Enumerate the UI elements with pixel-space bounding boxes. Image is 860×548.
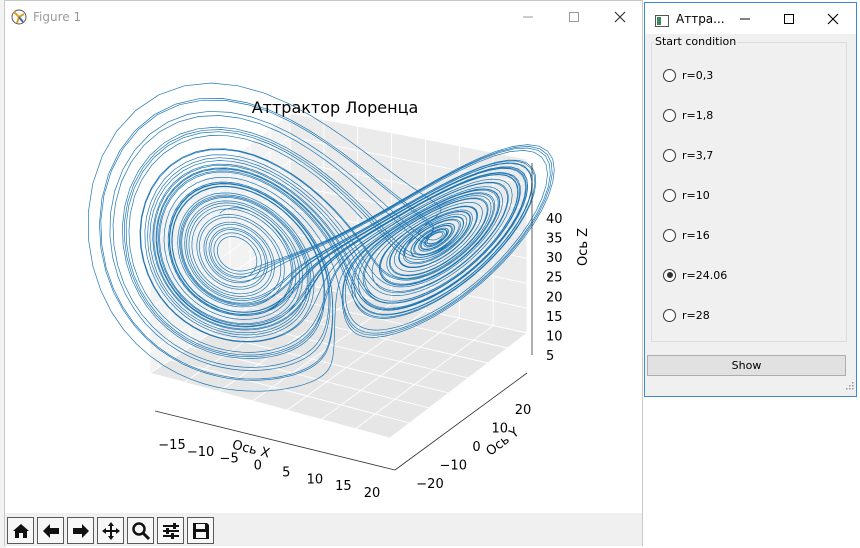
radio-button[interactable] (663, 68, 676, 82)
radio-option-1[interactable]: r=1,8 (663, 107, 713, 123)
close-icon[interactable] (597, 1, 643, 33)
x-tick-label: 20 (364, 486, 381, 501)
z-tick-label: 5 (546, 349, 554, 364)
back-icon[interactable] (37, 517, 64, 544)
configure-icon[interactable] (157, 517, 184, 544)
x-tick-labels: −15 −10 −5 0 5 10 15 20 (158, 438, 380, 501)
resize-grip-icon[interactable] (846, 375, 854, 394)
save-icon[interactable] (187, 517, 214, 544)
y-axis-line (394, 372, 528, 471)
navigation-toolbar (5, 513, 642, 546)
y-tick-label: −20 (416, 477, 443, 492)
radio-button-selected[interactable] (663, 268, 676, 282)
radio-option-2[interactable]: r=3,7 (663, 147, 713, 163)
x-axis-line (154, 410, 396, 471)
control-window-title: Аттра... (676, 12, 725, 26)
radio-label: r=1,8 (682, 108, 714, 122)
minimize-icon[interactable] (505, 1, 551, 33)
radio-label: r=3,7 (682, 148, 714, 162)
y-tick-labels: 20 10 0 −10 −20 (416, 403, 531, 492)
figure-window-title: Figure 1 (33, 10, 82, 24)
radio-label: r=28 (682, 308, 710, 322)
lorenz-3d-plot[interactable]: Аттрактор Лоренца −15 −10 −5 0 5 10 15 20 20100… (5, 33, 642, 513)
x-tick-label: 15 (335, 479, 352, 494)
x-tick-label: 0 (254, 459, 262, 474)
radio-button[interactable] (663, 188, 676, 202)
radio-option-0[interactable]: r=0,3 (663, 67, 713, 83)
x-tick-label: −15 (158, 438, 185, 453)
radio-label: r=10 (682, 188, 710, 202)
radio-label: r=0,3 (682, 68, 714, 82)
lorenz-curve (87, 82, 555, 392)
radio-button[interactable] (663, 228, 676, 242)
radio-option-5[interactable]: r=24.06 (663, 267, 727, 283)
y-tick-label: −10 (440, 459, 467, 474)
y-tick-label: 20 (515, 403, 532, 418)
radio-button[interactable] (663, 108, 676, 122)
group-label: Start condition (654, 35, 738, 48)
y-tick-label: 0 (472, 440, 480, 455)
x-tick-label: −5 (220, 452, 239, 467)
lorenz-trajectory (87, 82, 555, 392)
y-tick-label: 10 (491, 422, 508, 437)
figure-window: Figure 1 Аттрактор Лоренца −15 −10 −5 0 5 10 1… (4, 0, 643, 546)
maximize-icon[interactable] (767, 3, 811, 34)
z-tick-label: 30 (546, 251, 563, 266)
desktop-background (0, 0, 6, 548)
show-button[interactable]: Show (647, 355, 846, 376)
window-app-icon (655, 12, 669, 31)
z-tick-label: 40 (546, 212, 563, 227)
maximize-icon[interactable] (551, 1, 597, 33)
radio-label: r=16 (682, 228, 710, 242)
radio-label: r=24.06 (682, 268, 728, 282)
zoom-icon[interactable] (127, 517, 154, 544)
minimize-icon[interactable] (723, 3, 767, 34)
radio-button[interactable] (663, 308, 676, 322)
plot-canvas[interactable]: Аттрактор Лоренца −15 −10 −5 0 5 10 15 20 20 10 0… (5, 33, 642, 513)
radio-option-3[interactable]: r=10 (663, 187, 710, 203)
close-icon[interactable] (811, 3, 855, 34)
pan-icon[interactable] (97, 517, 124, 544)
z-tick-labels: 40 35 30 25 20 15 10 5 (546, 212, 563, 364)
forward-icon[interactable] (67, 517, 94, 544)
radio-button[interactable] (663, 148, 676, 162)
control-window: Аттра... r=0,3 r=1,8 r=3,7 r=10 (644, 2, 857, 397)
radio-option-6[interactable]: r=28 (663, 307, 710, 323)
control-titlebar[interactable]: Аттра... (645, 3, 856, 34)
z-tick-label: 10 (546, 329, 563, 344)
matplotlib-app-icon (11, 9, 27, 29)
radio-option-4[interactable]: r=16 (663, 227, 710, 243)
z-tick-label: 20 (546, 290, 563, 305)
home-icon[interactable] (7, 517, 34, 544)
start-condition-group: r=0,3 r=1,8 r=3,7 r=10 r=16 r=24.06 r=28 (651, 42, 847, 342)
z-tick-label: 25 (546, 271, 563, 286)
plot-title: Аттрактор Лоренца (252, 98, 419, 117)
z-tick-label: 15 (546, 310, 563, 325)
x-tick-label: 10 (307, 472, 324, 487)
z-axis-label: Ось Z (576, 228, 591, 266)
figure-titlebar[interactable]: Figure 1 (5, 1, 642, 33)
x-tick-label: −10 (187, 445, 214, 460)
x-tick-label: 5 (282, 465, 290, 480)
z-tick-label: 35 (546, 232, 563, 247)
